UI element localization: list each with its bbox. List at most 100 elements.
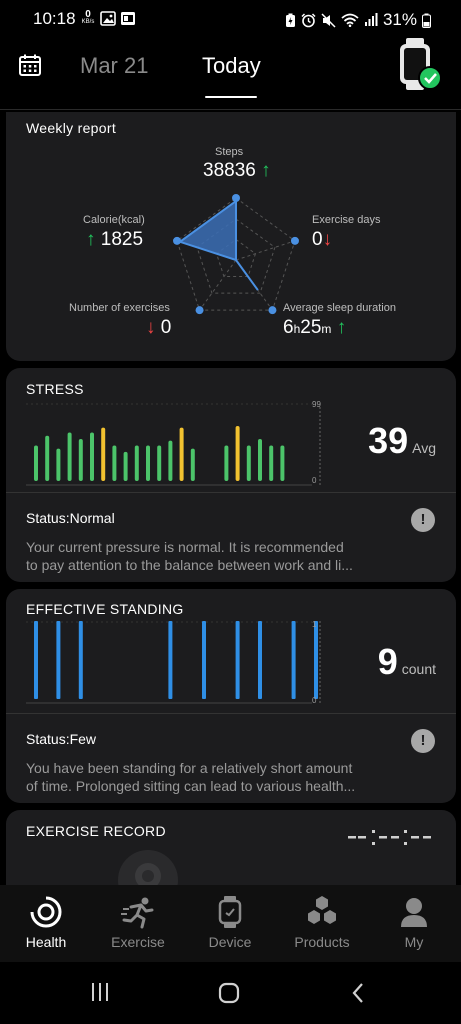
- stress-card[interactable]: STRESS 99 0 39 Avg Status:Normal ! Your c…: [6, 368, 456, 582]
- stress-bar: [280, 445, 285, 481]
- standing-status: Status:Few: [26, 731, 97, 747]
- steps-trend-icon: ↑: [261, 160, 271, 181]
- gallery-icon: [121, 11, 135, 25]
- weekly-report-title: Weekly report: [26, 120, 117, 136]
- nav-products[interactable]: Products: [276, 885, 368, 962]
- stress-bar: [134, 445, 139, 481]
- calendar-icon[interactable]: [18, 53, 42, 77]
- back-icon[interactable]: [350, 982, 366, 1004]
- standing-card[interactable]: EFFECTIVE STANDING 1 0 9 count Status:Few…: [6, 589, 456, 803]
- bottom-navigation: Health Exercise Device Products My: [0, 885, 461, 962]
- radar-grid-ring-0: [176, 197, 296, 311]
- stress-bar: [190, 448, 195, 481]
- radar-point-number_of_exercises: [195, 306, 204, 315]
- standing-bar: [314, 621, 318, 699]
- status-bar: 10:18 0 KB/s 31%: [0, 0, 461, 38]
- stress-bar: [123, 451, 128, 481]
- stress-description-line2: to pay attention to the balance between …: [26, 557, 353, 573]
- stress-info-icon[interactable]: !: [411, 508, 435, 532]
- home-icon[interactable]: [218, 982, 240, 1004]
- stress-status: Status:Normal: [26, 510, 115, 526]
- exercise-dash-placeholder-icon: [348, 830, 431, 845]
- network-speed-value: 0: [85, 9, 91, 20]
- nav-health[interactable]: Health: [0, 885, 92, 962]
- calorie-value: ↑ 1825: [86, 229, 143, 251]
- standing-bar: [78, 621, 83, 699]
- stress-bar: [101, 427, 106, 481]
- sleep-minutes-unit: m: [321, 322, 332, 336]
- stress-value: 39 Avg: [368, 420, 436, 462]
- standing-unit: count: [401, 661, 436, 677]
- standing-description-line2: of time. Prolonged sitting can lead to v…: [26, 778, 356, 794]
- steps-number: 38836: [203, 160, 256, 181]
- sleep-hours: 6: [283, 317, 294, 338]
- standing-divider: [6, 713, 456, 714]
- standing-bar: [291, 621, 296, 699]
- stress-bar: [157, 445, 162, 481]
- stress-bar: [67, 432, 72, 481]
- nav-exercise-label: Exercise: [111, 934, 165, 950]
- standing-bar: [235, 621, 240, 699]
- stress-bar: [45, 435, 50, 481]
- stress-bar: [34, 445, 38, 481]
- watch-icon: [218, 896, 242, 928]
- tab-active-indicator: [205, 96, 257, 98]
- person-icon: [401, 898, 427, 927]
- standing-bar-chart: [26, 621, 321, 704]
- standing-description-line1: You have been standing for a relatively …: [26, 760, 353, 776]
- standing-axis-min: 0: [312, 696, 317, 705]
- standing-number: 9: [377, 641, 398, 682]
- mute-icon: [321, 12, 336, 28]
- exercise-days-trend-icon: ↓: [322, 229, 333, 250]
- number-of-exercises-value: ↓ 0: [146, 317, 171, 339]
- standing-title: EFFECTIVE STANDING: [26, 601, 184, 617]
- standing-value: 9 count: [378, 641, 436, 683]
- stress-bar: [78, 438, 83, 481]
- stress-bar: [56, 448, 61, 481]
- nav-exercise[interactable]: Exercise: [92, 885, 184, 962]
- exercise-days-value: 0↓: [312, 229, 332, 251]
- stress-bar: [146, 445, 150, 481]
- radar-point-calorie: [173, 236, 182, 245]
- standing-info-icon[interactable]: !: [411, 729, 435, 753]
- hexagons-icon: [308, 896, 336, 924]
- running-icon: [121, 897, 154, 929]
- sleep-minutes: 25: [300, 317, 322, 338]
- stress-axis-max: 99: [312, 400, 321, 409]
- wifi-icon: [341, 13, 359, 27]
- stress-bar: [168, 440, 173, 481]
- status-right-icons: 31%: [285, 10, 431, 30]
- standing-bar: [258, 621, 262, 699]
- status-left-icons: 0 KB/s: [80, 10, 136, 26]
- tab-date[interactable]: Mar 21: [80, 53, 149, 78]
- exercise-record-title: EXERCISE RECORD: [26, 823, 166, 839]
- stress-bar: [269, 445, 274, 481]
- alarm-icon: [301, 12, 316, 27]
- stress-title: STRESS: [26, 381, 84, 397]
- recent-apps-icon[interactable]: [90, 982, 110, 1002]
- exercise-days-number: 0: [312, 229, 323, 250]
- sleep-trend-icon: ↑: [336, 317, 347, 338]
- connected-watch-icon[interactable]: [396, 38, 442, 94]
- calorie-number: 1825: [100, 229, 144, 250]
- radar-spoke-number_of_exercises: [199, 259, 237, 311]
- stress-axis-min: 0: [312, 476, 317, 485]
- radar-point-steps: [232, 194, 240, 202]
- standing-bar: [202, 621, 206, 699]
- stress-divider: [6, 492, 456, 493]
- tab-today[interactable]: Today: [202, 53, 261, 78]
- stress-bar: [179, 427, 184, 481]
- weekly-report-card[interactable]: Weekly report Steps 38836 ↑ Calorie(kcal…: [6, 112, 456, 361]
- header-divider: [0, 109, 461, 110]
- radar-value-area: [177, 199, 259, 291]
- signal-icon: [364, 13, 378, 26]
- nav-device[interactable]: Device: [184, 885, 276, 962]
- steps-value: 38836 ↑: [203, 160, 271, 182]
- nav-health-label: Health: [25, 934, 67, 950]
- stress-bar-chart: [26, 403, 321, 486]
- sleep-hours-unit: h: [293, 322, 301, 336]
- nav-my[interactable]: My: [368, 885, 460, 962]
- nav-device-label: Device: [208, 934, 252, 950]
- stress-description: Your current pressure is normal. It is r…: [26, 538, 401, 574]
- number-of-exercises-trend-icon: ↓: [146, 317, 156, 338]
